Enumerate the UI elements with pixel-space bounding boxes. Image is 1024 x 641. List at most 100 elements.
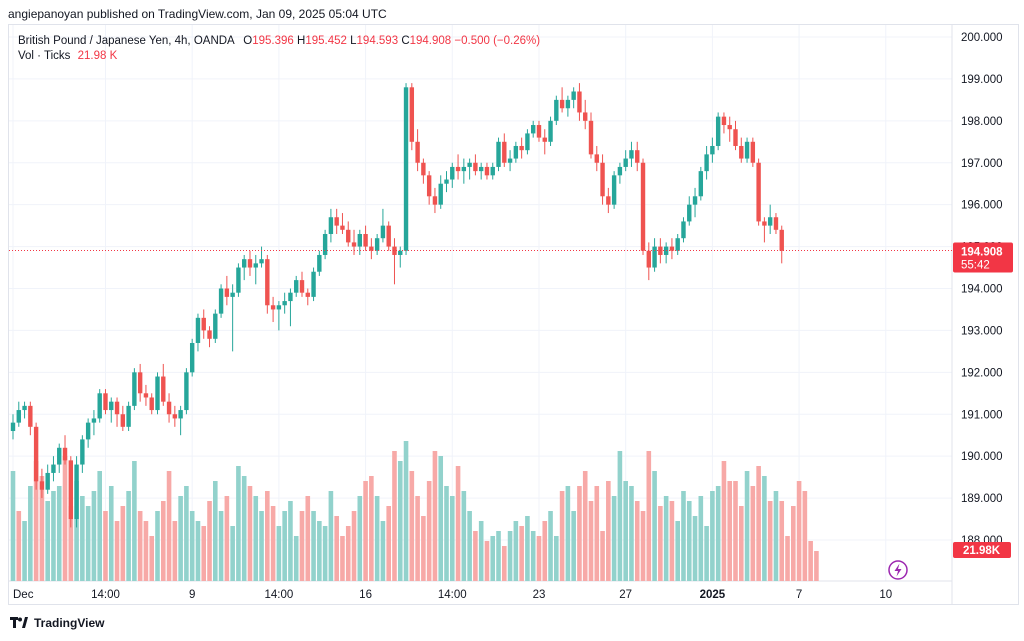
chart-frame[interactable] xyxy=(8,24,1019,605)
volume-bar xyxy=(484,541,490,581)
candle xyxy=(531,120,536,138)
volume-bar xyxy=(444,486,449,581)
candle xyxy=(710,137,715,163)
price-tick-label: 199.000 xyxy=(961,74,1003,86)
volume-bar xyxy=(374,496,380,581)
candle xyxy=(166,393,172,423)
price-axis[interactable]: 200.000199.000198.000197.000196.000195.0… xyxy=(961,32,1003,547)
volume-bar xyxy=(317,521,322,581)
change-value: −0.500 (−0.26%) xyxy=(454,35,541,47)
candle-body xyxy=(490,166,495,176)
volume-bar xyxy=(502,546,507,581)
volume-bar xyxy=(640,511,646,581)
candle xyxy=(299,271,305,297)
candle xyxy=(403,83,409,255)
candle-body xyxy=(166,401,172,415)
volume-bar xyxy=(155,511,160,581)
candle xyxy=(305,288,310,306)
time-tick-label: 9 xyxy=(189,589,195,601)
candle xyxy=(577,83,582,121)
volume-bar xyxy=(160,501,166,581)
candle-body xyxy=(109,401,114,411)
candle-body xyxy=(218,288,224,314)
time-tick-label: 14:00 xyxy=(438,589,467,601)
candle-body xyxy=(750,141,756,163)
volume-bar xyxy=(669,501,675,581)
volume-bar xyxy=(265,491,270,581)
candle-body xyxy=(542,137,547,142)
volume-bar xyxy=(733,481,738,581)
candle xyxy=(565,95,571,117)
candle xyxy=(207,326,212,348)
volume-bar xyxy=(738,506,744,581)
candle xyxy=(213,309,218,343)
symbol-title[interactable]: British Pound / Japanese Yen, 4h, OANDA xyxy=(18,35,235,47)
candle-body xyxy=(421,162,426,176)
candle-body xyxy=(132,372,137,406)
candle xyxy=(97,389,102,423)
volume-bar xyxy=(293,536,299,581)
volume-bar xyxy=(715,486,721,581)
candle-body xyxy=(739,145,744,159)
volume-bar xyxy=(369,476,374,581)
volume-bar xyxy=(241,476,247,581)
volume-bar xyxy=(814,551,819,581)
volume-bar xyxy=(415,496,420,581)
chart-legend: British Pound / Japanese Yen, 4h, OANDA … xyxy=(18,34,540,64)
candle-body xyxy=(126,405,131,427)
candle xyxy=(444,171,449,193)
candle-body xyxy=(155,376,160,411)
candle xyxy=(640,158,646,255)
candle xyxy=(114,397,120,427)
candle xyxy=(646,242,651,281)
candle xyxy=(74,456,79,528)
candle xyxy=(490,162,495,180)
lightning-icon[interactable] xyxy=(888,560,908,580)
volume-bar xyxy=(103,511,108,581)
candle-body xyxy=(97,393,102,419)
candle-body xyxy=(85,422,91,440)
candle-body xyxy=(74,464,79,520)
candle-body xyxy=(484,166,490,176)
volume-bar xyxy=(663,496,669,581)
time-axis[interactable]: Dec 14:00 9 14:00 16 14:00 23 27 2025 7 10 xyxy=(13,589,892,601)
candle-body xyxy=(606,196,611,205)
time-tick-label: 2025 xyxy=(700,589,726,601)
volume-bar xyxy=(767,501,773,581)
candle-body xyxy=(450,166,455,180)
candle xyxy=(692,187,698,218)
candle-body xyxy=(276,305,282,310)
candle xyxy=(536,120,542,142)
candle-body xyxy=(525,133,530,151)
volume-bar xyxy=(108,486,114,581)
candle xyxy=(415,129,420,172)
candle xyxy=(588,112,594,159)
volume-label[interactable]: Vol · Ticks xyxy=(18,50,71,62)
volume-bar xyxy=(692,516,698,581)
candle xyxy=(513,141,519,163)
candle-body xyxy=(33,426,39,482)
footer-brand[interactable]: TradingView xyxy=(10,616,104,630)
candle-body xyxy=(369,246,374,251)
time-tick-label: 23 xyxy=(533,589,546,601)
candle-body xyxy=(496,141,501,167)
candle-body xyxy=(715,116,721,146)
candle xyxy=(502,133,507,167)
volume-bar xyxy=(658,506,663,581)
candle xyxy=(155,372,160,415)
candle-body xyxy=(611,175,617,205)
candle xyxy=(317,250,322,276)
candle xyxy=(571,87,576,109)
candle xyxy=(704,145,709,180)
candle-body xyxy=(779,229,784,251)
candle xyxy=(161,363,166,406)
candle-body xyxy=(322,234,328,255)
candle-body xyxy=(392,246,397,255)
candle-body xyxy=(351,242,357,247)
volume-bar xyxy=(519,526,524,581)
candle xyxy=(85,418,91,448)
volume-bars xyxy=(10,441,819,581)
candle-body xyxy=(640,162,646,251)
candle xyxy=(398,246,403,268)
